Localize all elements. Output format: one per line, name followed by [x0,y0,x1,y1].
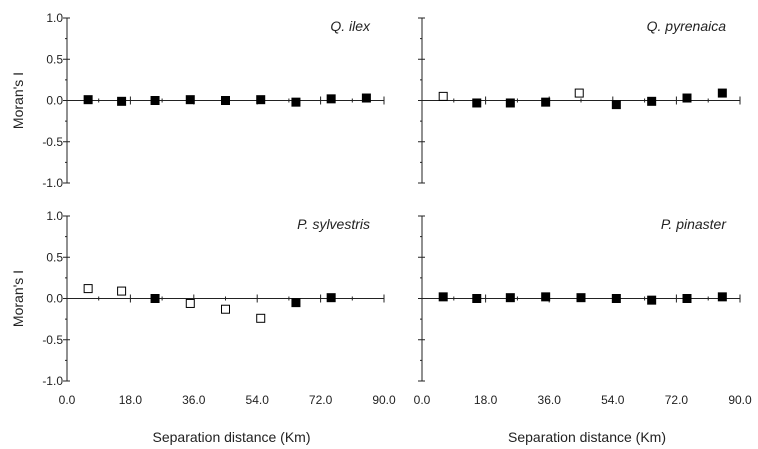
y-tick-label: 0.5 [46,52,63,66]
data-point-significant [256,95,266,105]
data-point-nonsignificant [117,286,127,296]
data-point-significant [576,293,586,303]
panel-1: Q. pyrenaica [418,17,741,184]
y-tick-label: -1.0 [42,374,63,388]
data-point-significant [682,93,692,103]
data-point-nonsignificant [438,91,448,101]
x-tick-label: 36.0 [538,393,562,407]
y-axis-title: Moran's I [10,72,26,129]
data-point-significant [326,94,336,104]
x-tick-label: 54.0 [246,393,270,407]
data-point-significant [438,292,448,302]
panel-title: Q. pyrenaica [647,18,727,34]
x-axis-title: Separation distance (Km) [508,429,666,445]
data-point-significant [541,97,551,107]
data-point-significant [647,295,657,305]
panel-0: 1.0 0.5 0.0 -0.5 -1.0 Moran's I Q. ilex [10,11,385,190]
x-tick-label: 18.0 [119,393,143,407]
panel-title: P. sylvestris [297,216,370,232]
data-point-significant [541,292,551,302]
data-point-significant [717,88,727,98]
data-point-significant [611,294,621,303]
panel-2: 1.0 0.5 0.0 -0.5 -1.0 0.0 18.0 36.0 54.0 72.0 90.0… [10,209,396,445]
x-tick-label: 0.0 [414,393,431,407]
data-point-significant [221,96,230,105]
y-tick-label: 0.0 [46,94,63,108]
x-tick-label: 18.0 [474,393,498,407]
x-axis-title: Separation distance (Km) [153,429,311,445]
x-tick-label: 54.0 [601,393,625,407]
data-point-significant [185,95,195,105]
data-point-significant [611,100,621,110]
y-tick-label: 0.5 [46,250,63,264]
data-point-significant [682,294,692,303]
y-tick-label: 1.0 [46,11,63,25]
x-tick-label: 0.0 [59,393,76,407]
data-point-significant [291,97,301,107]
y-tick-label: 0.0 [46,292,63,306]
data-point-nonsignificant [256,313,266,323]
data-point-nonsignificant [185,298,195,308]
y-axis-title: Moran's I [10,270,26,327]
x-tick-label: 90.0 [372,393,396,407]
x-tick-label: 72.0 [665,393,689,407]
data-point-nonsignificant [574,88,584,98]
data-point-significant [472,294,482,303]
x-tick-label: 90.0 [728,393,752,407]
data-point-significant [361,93,371,103]
data-point-significant [647,96,657,106]
data-point-significant [717,292,727,302]
panel-title: Q. ilex [330,18,371,34]
y-tick-label: -0.5 [42,135,63,149]
data-point-significant [83,95,93,105]
y-tick-label: 1.0 [46,209,63,223]
x-tick-label: 72.0 [309,393,333,407]
x-tick-label: 36.0 [182,393,206,407]
y-tick-label: -1.0 [42,176,63,190]
y-tick-label: -0.5 [42,333,63,347]
data-point-significant [117,96,127,106]
data-point-significant [291,298,301,308]
data-point-nonsignificant [83,284,93,294]
data-point-significant [505,98,515,108]
panel-3: 0.0 18.0 36.0 54.0 72.0 90.0 Separation distan… [414,215,752,445]
data-point-nonsignificant [221,304,230,314]
data-point-significant [150,294,160,303]
data-point-significant [505,293,515,303]
data-point-significant [150,96,160,105]
data-point-significant [472,98,482,108]
data-point-significant [326,293,336,303]
panel-title: P. pinaster [661,216,727,232]
